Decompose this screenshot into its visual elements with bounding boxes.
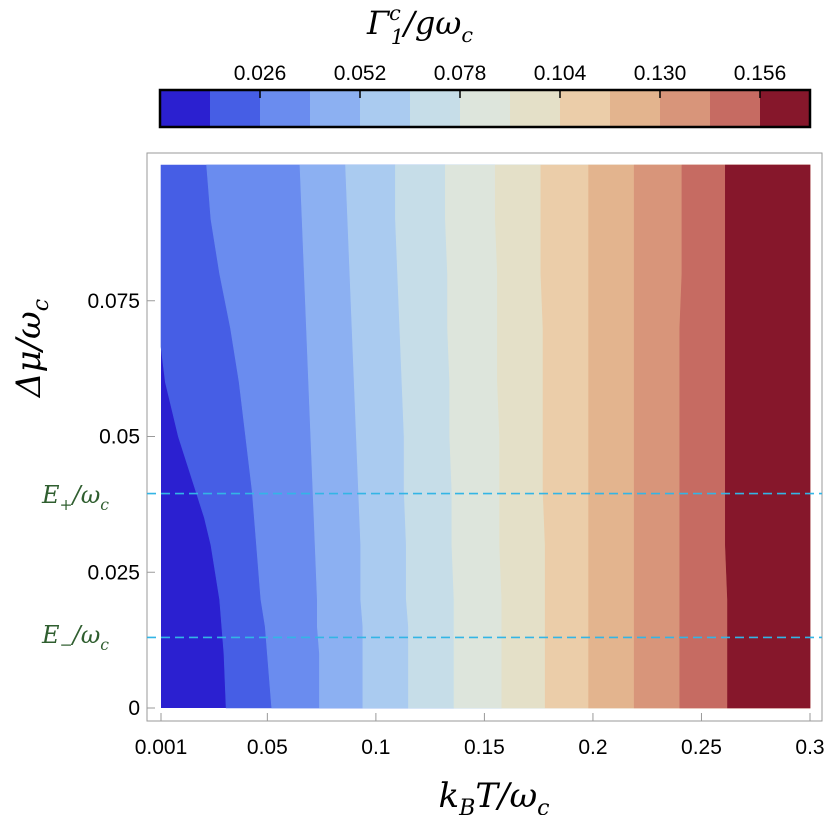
x-tick-label: 0.15 bbox=[464, 736, 505, 759]
y-tick-label: 0.025 bbox=[87, 561, 140, 584]
y-tick-label: 0.075 bbox=[87, 290, 140, 313]
colorbar-tick-label: 0.156 bbox=[734, 62, 787, 85]
colorbar-swatch bbox=[260, 90, 311, 127]
colorbar-title: Γc 1/gωc bbox=[366, 1, 473, 49]
plot-area bbox=[147, 164, 822, 709]
x-axis: 0.001 0.05 0.1 0.15 0.2 0.25 0.3 bbox=[135, 713, 825, 759]
y-tick-label: 0.05 bbox=[99, 426, 140, 449]
x-tick-label: 0.3 bbox=[795, 736, 824, 759]
x-tick-label: 0.2 bbox=[578, 736, 607, 759]
colorbar-frame bbox=[158, 88, 812, 129]
y-tick-label: 0 bbox=[128, 697, 140, 720]
colorbar-swatch bbox=[510, 90, 561, 127]
x-axis-title: kBT/ωc bbox=[438, 776, 549, 815]
ref-label-e-minus: E−/ωc bbox=[41, 621, 109, 654]
colorbar-tick-label: 0.104 bbox=[534, 62, 587, 85]
colorbar-swatch bbox=[660, 90, 711, 127]
colorbar-swatch bbox=[310, 90, 361, 127]
colorbar-swatch bbox=[760, 90, 811, 127]
colorbar-swatch bbox=[610, 90, 661, 127]
x-tick-label: 0.05 bbox=[247, 736, 288, 759]
colorbar-swatch bbox=[710, 90, 761, 127]
x-tick-label: 0.001 bbox=[135, 736, 188, 759]
colorbar-swatch bbox=[460, 90, 511, 127]
colorbar-tick-label: 0.026 bbox=[234, 62, 287, 85]
colorbar-swatch bbox=[210, 90, 261, 127]
x-tick-label: 0.1 bbox=[361, 736, 390, 759]
contour-region-12 bbox=[725, 164, 811, 709]
colorbar-swatch bbox=[410, 90, 461, 127]
colorbar-tick-label: 0.052 bbox=[334, 62, 387, 85]
colorbar-swatch bbox=[360, 90, 411, 127]
colorbar-tick-label: 0.078 bbox=[434, 62, 487, 85]
colorbar-swatch bbox=[160, 90, 211, 127]
y-axis: 0 0.025 0.05 0.075 bbox=[87, 290, 155, 720]
ref-label-e-plus: E+/ωc bbox=[41, 481, 109, 514]
colorbar: Γc 1/gωc 0.026 0.052 0.078 0.104 0.130 0.156 bbox=[158, 1, 812, 129]
colorbar-tick-label: 0.130 bbox=[634, 62, 687, 85]
y-axis-title: Δμ/ωc bbox=[9, 299, 54, 399]
x-tick-label: 0.25 bbox=[681, 736, 722, 759]
colorbar-swatch bbox=[560, 90, 611, 127]
